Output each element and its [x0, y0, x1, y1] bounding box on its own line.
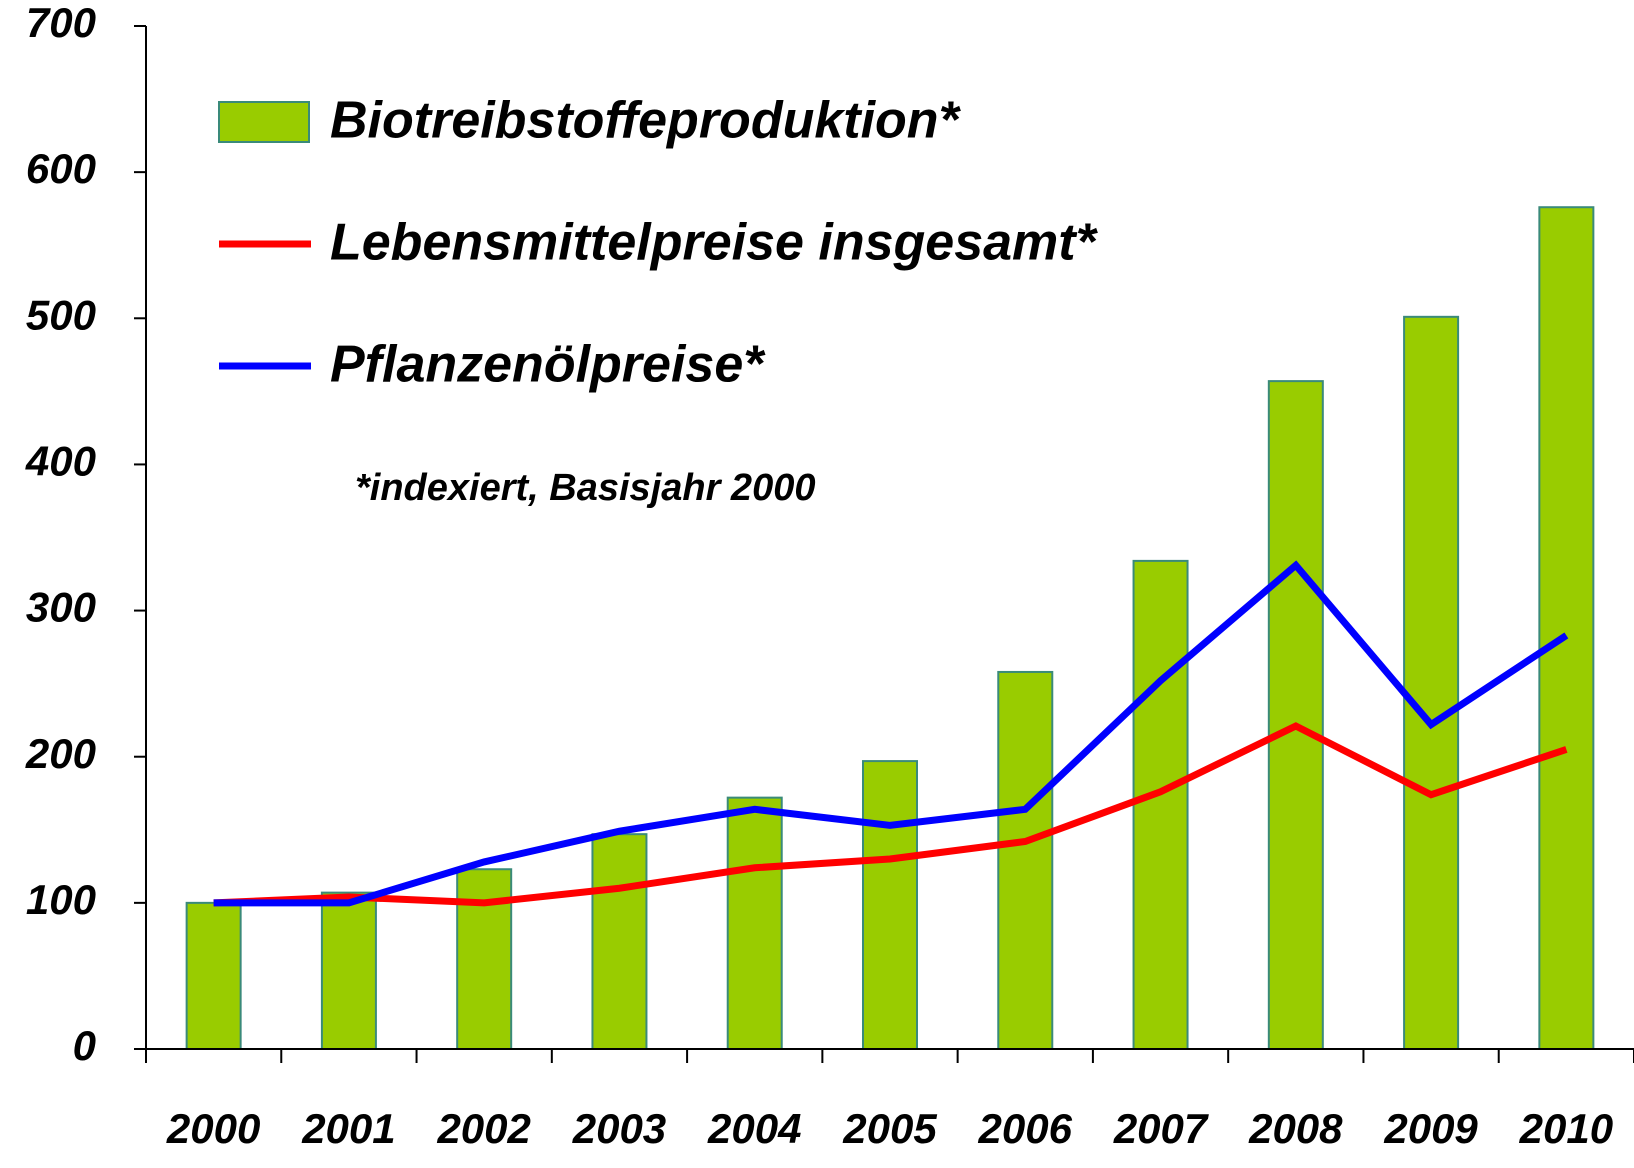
legend-label: Biotreibstoffeproduktion* — [330, 92, 962, 150]
bar — [185, 901, 242, 1050]
bar — [726, 796, 783, 1050]
x-tick-label: 2000 — [166, 1105, 260, 1152]
bar — [456, 868, 513, 1050]
y-tick-label: 100 — [26, 876, 96, 923]
bar — [591, 833, 648, 1050]
x-tick-label: 2005 — [842, 1105, 937, 1152]
x-tick-label: 2001 — [301, 1105, 395, 1152]
legend-label: Lebensmittelpreise insgesamt* — [330, 214, 1099, 272]
x-tick-label: 2003 — [572, 1105, 666, 1152]
x-tick-label: 2004 — [707, 1105, 801, 1152]
x-tick-label: 2008 — [1248, 1105, 1343, 1152]
legend-label: Pflanzenölpreise* — [330, 336, 766, 394]
bar — [1132, 559, 1189, 1051]
bar — [862, 760, 918, 1050]
x-tick-label: 2002 — [436, 1105, 530, 1152]
bar — [1267, 380, 1324, 1050]
bar — [1403, 315, 1460, 1050]
y-tick-label: 500 — [26, 291, 96, 338]
bar — [320, 891, 377, 1050]
bar — [997, 670, 1054, 1050]
line — [213, 722, 1568, 907]
y-tick-label: 700 — [26, 0, 96, 46]
y-tick-label: 0 — [73, 1022, 96, 1069]
y-tick-label: 300 — [26, 584, 96, 631]
y-tick-label: 600 — [26, 145, 96, 192]
x-tick-label: 2009 — [1383, 1105, 1478, 1152]
legend-swatch — [218, 101, 310, 143]
x-tick-label: 2006 — [978, 1105, 1073, 1152]
y-tick-label: 400 — [25, 438, 96, 485]
y-tick-label: 200 — [25, 730, 96, 777]
annotation: *indexiert, Basisjahr 2000 — [355, 467, 815, 509]
x-tick-label: 2010 — [1519, 1105, 1613, 1152]
x-tick-label: 2007 — [1113, 1105, 1209, 1152]
line — [213, 560, 1569, 907]
bar — [1538, 206, 1595, 1050]
